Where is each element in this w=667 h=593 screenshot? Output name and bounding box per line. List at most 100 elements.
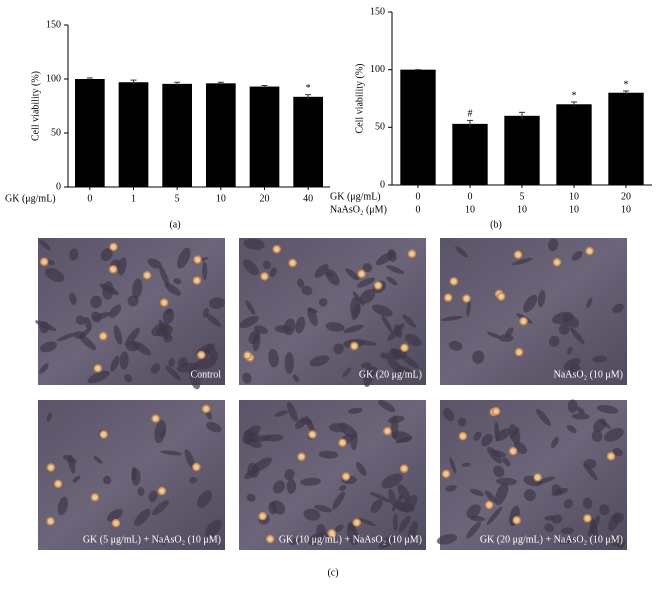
cell [134,508,151,526]
cell [294,417,307,429]
bar [608,92,644,185]
bar [400,69,436,185]
cell [262,260,271,270]
cell [333,343,344,355]
cell [509,424,521,445]
cell [168,358,175,367]
cell [576,406,585,415]
round-cell [583,514,592,523]
cell [151,322,170,337]
micrograph-caption: GK (10 μg/mL) + NaAsO₂ (10 μM) [279,534,422,545]
micrograph: NaAsO₂ (10 μM) [440,238,627,385]
round-cell [192,462,201,472]
cell [563,498,574,509]
cell [461,462,471,467]
cell [493,465,505,478]
round-cell [265,534,275,544]
cell [56,332,78,342]
cell [35,320,57,332]
cell [370,499,383,514]
cell [132,278,143,299]
cell [548,335,560,347]
round-cell [373,281,383,290]
cell [386,265,405,275]
cell [372,304,393,317]
cell [329,423,347,433]
round-cell [496,292,506,301]
cell [494,482,509,506]
round-cell [258,511,267,521]
x-tick-label: 20 [621,191,631,202]
cell [307,307,318,327]
cell [381,473,403,489]
cell [162,308,175,324]
cell [449,457,457,474]
cell [284,352,295,374]
cell [466,300,471,317]
cell [78,334,96,351]
round-cell [514,347,524,357]
cell [560,527,574,534]
panel-label: (c) [327,567,338,578]
round-cell [99,430,108,439]
round-cell [513,250,523,259]
significance-mark: # [468,109,473,120]
x-tick-label: 10 [465,204,475,215]
cell [591,430,603,442]
cell [398,515,411,533]
cell [559,323,570,335]
cell [325,268,340,286]
bar [205,83,236,187]
cell [300,477,321,486]
cell [369,492,392,503]
cell [87,370,110,384]
significance-mark: * [572,90,577,101]
cell [342,367,352,378]
micrograph: GK (10 μg/mL) + NaAsO₂ (10 μM) [239,399,426,550]
cell [567,346,573,355]
cell [314,504,333,513]
cell [117,257,127,276]
cell [159,265,170,287]
x-tick-label: 0 [468,191,473,202]
cell [318,450,339,459]
cell [334,524,344,533]
round-cell [407,249,417,259]
cell [243,238,265,250]
cell [147,258,162,269]
cell [583,462,598,481]
round-cell [108,265,118,274]
round-cell [308,430,317,439]
cell [269,267,277,277]
cell [242,259,259,276]
cell [484,490,497,503]
cell [358,517,376,527]
cell [332,491,346,510]
cell [391,431,412,443]
cell [176,362,200,373]
x-tick-label: 10 [216,193,226,204]
cell [165,365,181,381]
round-cell [142,270,152,280]
cell [106,508,123,522]
cell [39,341,57,353]
round-cell [111,518,121,528]
cell [391,494,403,512]
cell [440,315,464,322]
cell [494,421,500,442]
cell [535,408,551,426]
micrograph: GK (5 μg/mL) + NaAsO₂ (10 μM) [38,400,225,550]
cell [381,315,393,333]
round-cell [585,246,594,256]
x-tick-label: 0 [416,191,421,202]
cell [254,325,268,334]
round-cell [46,463,56,472]
cell [472,350,485,364]
round-cell [193,255,202,264]
cell [569,364,582,377]
round-cell [157,486,167,496]
cell [124,373,133,383]
cell [242,372,252,384]
bar [162,83,193,187]
cell [72,475,81,483]
